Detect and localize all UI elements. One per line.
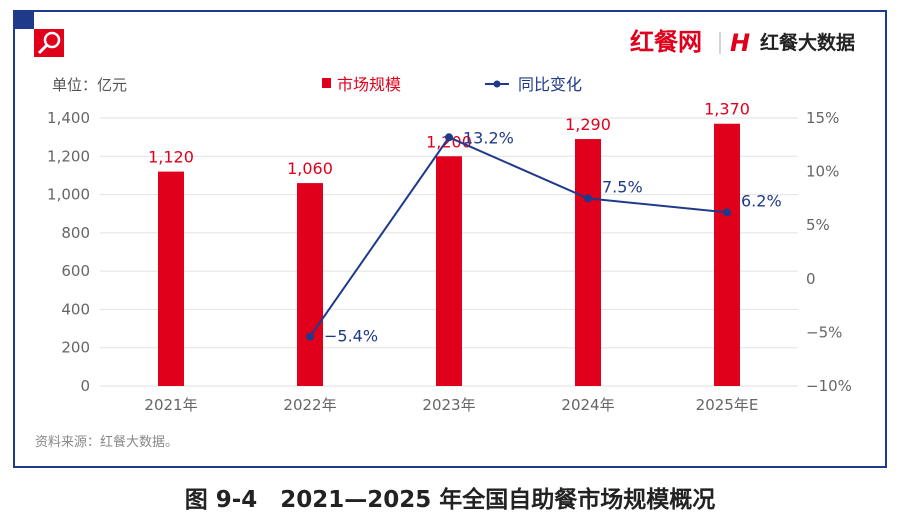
right-tick-label: −5% [806, 323, 842, 341]
right-tick-label: 10% [806, 163, 839, 181]
logo-h-mark: H [730, 29, 750, 57]
bar-value-label: 1,060 [287, 159, 333, 178]
right-tick-label: −10% [806, 377, 852, 395]
right-tick-label: 0 [806, 270, 816, 288]
line-value-label: 13.2% [463, 128, 514, 147]
left-tick-label: 0 [80, 377, 90, 395]
x-tick-label: 2025年E [696, 396, 759, 414]
line-point [584, 194, 592, 203]
logo-right: 红餐大数据 [760, 31, 855, 54]
left-tick-label: 1,000 [47, 186, 90, 204]
legend-bar-label: 市场规模 [337, 75, 401, 94]
left-tick-label: 200 [61, 339, 90, 357]
line-point [445, 133, 453, 142]
bar-value-label: 1,370 [704, 100, 750, 119]
figure-caption: 图 9-4 2021—2025 年全国自助餐市场规模概况 [184, 487, 716, 513]
legend-line-label: 同比变化 [518, 75, 582, 94]
source-note: 资料来源：红餐大数据。 [35, 434, 178, 450]
bar [575, 139, 601, 386]
line-point [723, 208, 731, 217]
right-tick-label: 15% [806, 109, 839, 127]
legend: 市场规模 同比变化 [322, 75, 582, 94]
bar-value-label: 1,120 [148, 148, 194, 167]
x-tick-label: 2023年 [422, 396, 475, 414]
right-tick-label: 5% [806, 216, 830, 234]
line-value-label: 6.2% [741, 191, 782, 210]
left-tick-label: 400 [61, 300, 90, 318]
bar [714, 123, 740, 386]
logo-left: 红餐网 [630, 28, 702, 56]
x-tick-label: 2022年 [283, 396, 336, 414]
unit-label: 单位：亿元 [52, 76, 127, 94]
bar [297, 183, 323, 386]
bar [158, 171, 184, 386]
bar [436, 156, 462, 386]
line-series [309, 136, 728, 338]
left-tick-label: 600 [61, 262, 90, 280]
line-value-label: −5.4% [324, 327, 378, 346]
line-point [306, 332, 314, 341]
left-tick-label: 1,200 [47, 147, 90, 165]
bar-value-label: 1,290 [565, 115, 611, 134]
line-value-label: 7.5% [602, 177, 643, 196]
legend-bar-swatch [322, 78, 331, 88]
search-icon [34, 29, 64, 57]
bar-value-label: 1,200 [426, 132, 472, 151]
corner-mark [14, 11, 34, 29]
left-tick-label: 1,400 [47, 109, 90, 127]
x-tick-label: 2024年 [561, 396, 614, 414]
x-tick-label: 2021年 [144, 396, 197, 414]
left-tick-label: 800 [61, 224, 90, 242]
